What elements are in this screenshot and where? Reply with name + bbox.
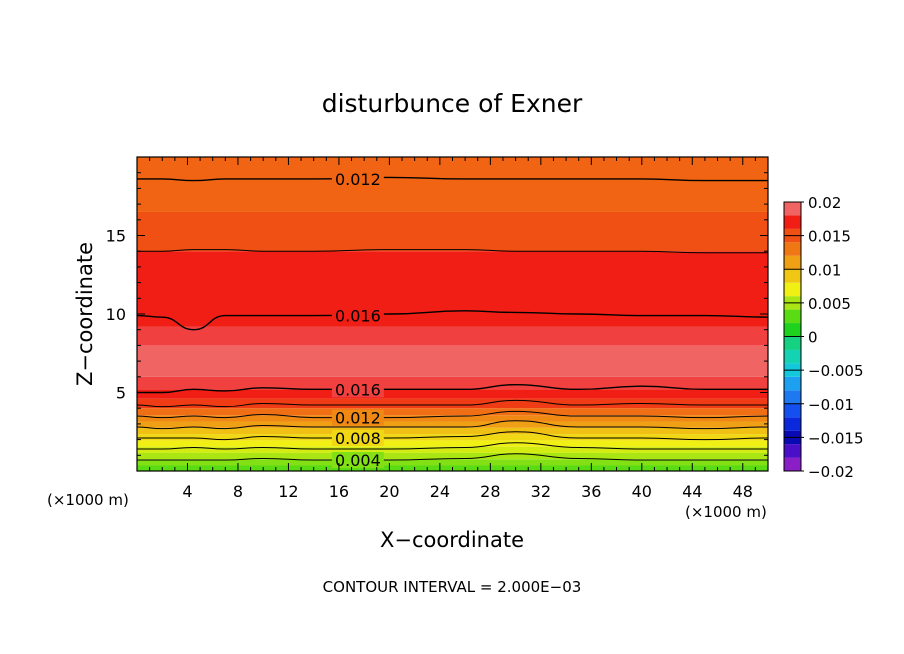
colorbar-swatch (784, 403, 801, 418)
field-band-12 (137, 376, 768, 390)
colorbar-swatch (784, 202, 801, 216)
field-band-4 (137, 440, 768, 447)
colorbar-swatch (784, 390, 801, 404)
y-tick-label: 10 (106, 305, 126, 324)
contour-line-9 (137, 453, 768, 461)
contour-label-3: 0.012 (335, 409, 381, 428)
x-tick-label: 24 (430, 482, 450, 501)
contour-line-7 (137, 431, 768, 441)
contour-label-bg-1 (331, 307, 384, 324)
x-axis: 4 8 12 16 20 24 28 32 36 40 44 48 (149, 157, 756, 501)
contour-interval-footer: CONTOUR INTERVAL = 2.000E−03 (323, 578, 582, 596)
field-band-15 (137, 251, 768, 327)
x-tick-label: 4 (182, 482, 192, 501)
field-band-9 (137, 408, 768, 416)
x-tick-label: 48 (733, 482, 753, 501)
field-band-8 (137, 415, 768, 422)
colorbar-tick-label: 0.005 (808, 295, 851, 313)
x-axis-label: X−coordinate (380, 528, 524, 552)
x-tick-label: 28 (480, 482, 500, 501)
colorbar-swatch (784, 336, 801, 350)
contour-label-0: 0.012 (335, 170, 381, 189)
colorbar-tick-label: 0 (808, 329, 818, 347)
x-tick-label: 40 (632, 482, 652, 501)
field-band-14 (137, 326, 768, 346)
colorbar-swatch (784, 255, 801, 270)
x-tick-label: 16 (329, 482, 349, 501)
x-tick-label: 36 (581, 482, 601, 501)
x-tick-label: 44 (682, 482, 702, 501)
field-band-2 (137, 452, 768, 460)
contour-line-0 (137, 176, 768, 182)
contour-line-3 (137, 383, 768, 394)
contour-fill-bands (137, 157, 768, 471)
contour-line-1 (137, 249, 768, 254)
colorbar-tick-label: 0.01 (808, 261, 841, 279)
contour-lines (137, 176, 768, 461)
colorbar-tick-label: −0.01 (808, 396, 854, 414)
colorbar-tick-label: 0.02 (808, 194, 841, 212)
contour-label-bg-5 (331, 452, 384, 469)
contour-label-1: 0.016 (335, 307, 381, 326)
field-band-3 (137, 446, 768, 453)
x-tick-label: 12 (278, 482, 298, 501)
colorbar-swatch (784, 417, 801, 431)
colorbar-swatch (784, 309, 801, 324)
contour-line-8 (137, 442, 768, 450)
x-unit-left: (×1000 m) (47, 491, 129, 509)
colorbar-swatch (784, 323, 801, 337)
contour-line-5 (137, 410, 768, 419)
colorbar-swatch (784, 242, 801, 256)
colorbar-tick-label: −0.02 (808, 463, 854, 481)
colorbar-tick-label: 0.015 (808, 228, 851, 246)
x-tick-label: 20 (379, 482, 399, 501)
contour-label-bg-4 (331, 430, 384, 447)
field-band-13 (137, 345, 768, 377)
y-tick-label: 5 (116, 384, 126, 403)
field-band-1 (137, 459, 768, 466)
colorbar-tick-label: −0.005 (808, 362, 864, 380)
y-tick-label: 15 (106, 227, 126, 246)
field-band-10 (137, 398, 768, 409)
contour-line-2 (137, 310, 768, 331)
field-band-6 (137, 427, 768, 435)
x-tick-label: 32 (531, 482, 551, 501)
field-band-16 (137, 211, 768, 252)
contour-label-4: 0.008 (335, 429, 381, 448)
x-tick-label: 8 (233, 482, 243, 501)
colorbar-tick-label: −0.015 (808, 429, 864, 447)
contour-label-bg-2 (331, 381, 384, 398)
colorbar-swatch (784, 444, 801, 458)
field-band-7 (137, 421, 768, 428)
contour-line-4 (137, 399, 768, 408)
colorbar-swatch (784, 376, 801, 391)
colorbar-swatch (784, 457, 801, 471)
contour-line-6 (137, 420, 768, 430)
field-band-17 (137, 157, 768, 212)
x-unit-right: (×1000 m) (685, 503, 767, 521)
contour-label-5: 0.004 (335, 451, 381, 470)
colorbar-swatch (784, 269, 801, 283)
y-axis-label: Z−coordinate (73, 242, 97, 386)
contour-label-bg-0 (331, 170, 384, 187)
chart-title: disturbunce of Exner (322, 89, 583, 118)
y-axis: 5 10 15 (106, 172, 768, 456)
colorbar-swatch (784, 349, 801, 364)
colorbar: 0.02 0.015 0.01 0.005 0 −0.005 −0.01 −0.015 −0.0… (783, 194, 864, 481)
contour-label-bg-3 (331, 409, 384, 426)
field-band-11 (137, 389, 768, 399)
colorbar-swatch (784, 215, 801, 229)
field-band-5 (137, 434, 768, 441)
contour-label-2: 0.016 (335, 380, 381, 399)
colorbar-swatch (784, 282, 801, 297)
